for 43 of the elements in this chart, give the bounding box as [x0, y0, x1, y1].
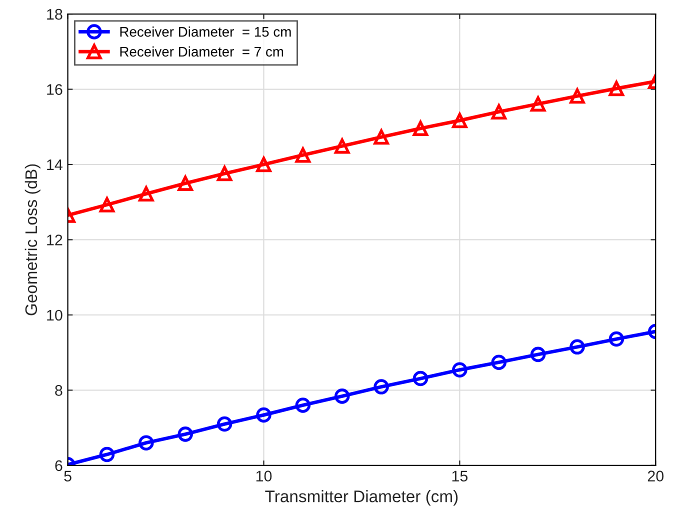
point	[491, 104, 507, 120]
point	[491, 354, 507, 370]
point	[99, 197, 115, 212]
y-tick-label: 18	[47, 8, 62, 20]
point	[216, 166, 232, 182]
y-tick-label: 8	[55, 385, 62, 396]
point	[570, 339, 585, 355]
y-axis-title: Geometric Loss (dB)	[24, 164, 40, 316]
point	[256, 407, 272, 423]
point	[178, 426, 194, 442]
point	[452, 112, 468, 128]
x-tick-label: 20	[648, 470, 664, 482]
point	[295, 398, 311, 413]
legend-label: Receiver Diameter = 15 cm	[120, 26, 291, 37]
point	[374, 129, 389, 145]
point	[216, 416, 232, 432]
point	[530, 346, 546, 362]
point	[178, 176, 194, 191]
point	[570, 88, 585, 104]
point	[374, 379, 389, 394]
x-axis-title: Transmitter Diameter (cm)	[265, 490, 458, 506]
point	[334, 138, 350, 154]
point	[99, 446, 115, 462]
y-tick-label: 16	[47, 84, 62, 95]
point	[412, 370, 428, 386]
y-tick-label: 10	[47, 310, 62, 321]
point	[608, 331, 624, 347]
y-tick-label: 6	[55, 460, 62, 472]
x-tick-label: 15	[452, 470, 468, 482]
point	[334, 388, 350, 404]
point	[138, 186, 154, 202]
point	[295, 147, 311, 163]
point	[530, 96, 546, 112]
x-tick-label: 10	[256, 470, 272, 482]
x-tick-label: 5	[64, 470, 72, 482]
y-tick-label: 12	[47, 234, 62, 246]
point	[452, 362, 468, 378]
point	[608, 80, 624, 96]
y-tick-label: 14	[47, 160, 62, 170]
point	[256, 156, 272, 172]
legend-label: Receiver Diameter = 7 cm	[120, 46, 284, 57]
point	[412, 120, 428, 136]
point	[138, 435, 154, 450]
